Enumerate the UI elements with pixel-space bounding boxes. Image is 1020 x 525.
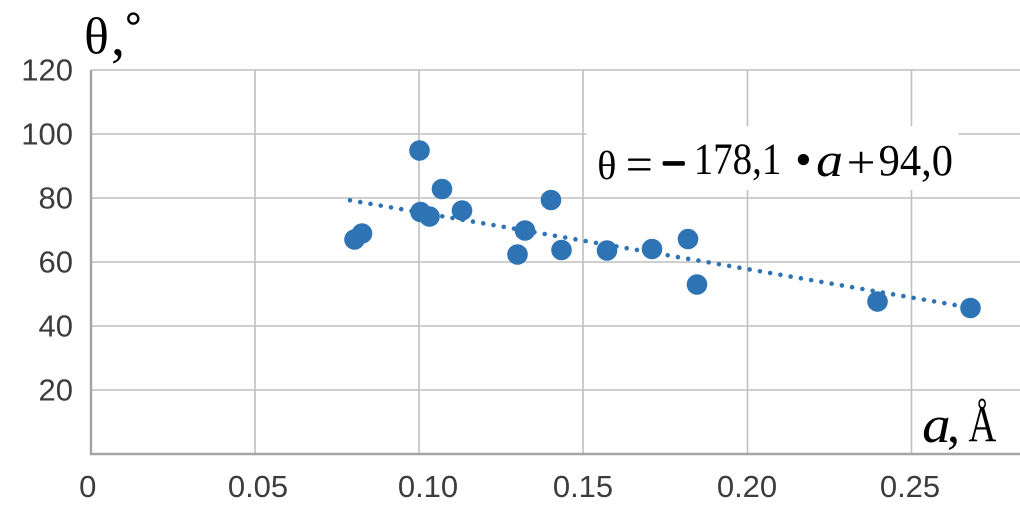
- svg-text:0.20: 0.20: [717, 469, 777, 504]
- svg-text:a: a: [922, 397, 951, 454]
- svg-text:0.25: 0.25: [880, 469, 940, 504]
- svg-text:,: ,: [111, 6, 125, 68]
- svg-text:0.15: 0.15: [553, 469, 613, 504]
- svg-text:a: a: [816, 134, 843, 187]
- svg-text:0.10: 0.10: [398, 469, 458, 504]
- svg-text:178,1: 178,1: [694, 134, 782, 184]
- svg-text:100: 100: [21, 117, 73, 152]
- svg-text:0.05: 0.05: [228, 469, 288, 504]
- svg-text:80: 80: [39, 181, 73, 216]
- svg-text:120: 120: [21, 53, 73, 88]
- svg-text:θ: θ: [597, 143, 616, 188]
- svg-text:0: 0: [79, 469, 96, 504]
- svg-text:60: 60: [39, 245, 73, 280]
- svg-text:=: =: [626, 138, 653, 191]
- svg-text:,: ,: [947, 397, 960, 454]
- svg-text:θ: θ: [84, 8, 109, 65]
- svg-text:20: 20: [39, 373, 73, 408]
- svg-text:40: 40: [39, 309, 73, 344]
- svg-text:+: +: [847, 137, 876, 188]
- svg-text:94,0: 94,0: [879, 135, 953, 185]
- svg-text:Å: Å: [969, 397, 997, 454]
